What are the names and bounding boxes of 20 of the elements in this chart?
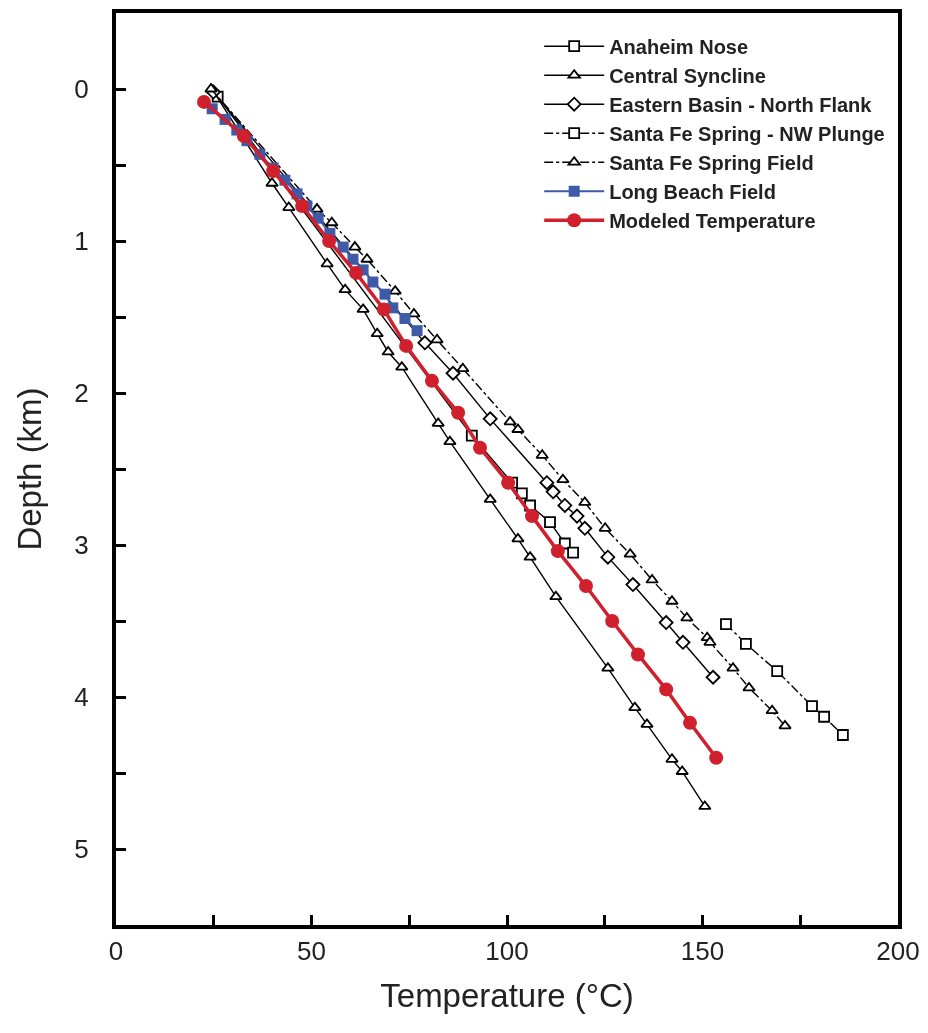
- legend-label: Santa Fe Spring Field: [609, 151, 814, 174]
- legend-label: Anaheim Nose: [609, 35, 749, 58]
- legend-label: Modeled Temperature: [609, 209, 816, 232]
- legend-label: Santa Fe Spring - NW Plunge: [609, 122, 885, 145]
- y-tick-label: 3: [74, 530, 89, 561]
- y-tick-label: 5: [74, 834, 89, 865]
- y-tick-label: 1: [74, 226, 89, 257]
- y-tick-label: 4: [74, 682, 89, 713]
- legend-label: Eastern Basin - North Flank: [609, 93, 873, 116]
- x-tick-label: 100: [485, 936, 529, 967]
- x-tick-label: 50: [297, 936, 326, 967]
- y-axis-title: Depth (km): [10, 387, 48, 551]
- legend-label: Central Syncline: [609, 64, 766, 87]
- y-tick-label: 0: [74, 74, 89, 105]
- x-tick-label: 200: [876, 936, 920, 967]
- legend-label: Long Beach Field: [609, 180, 776, 203]
- x-tick-label: 150: [680, 936, 725, 967]
- x-axis-title: Temperature (°C): [380, 977, 634, 1015]
- x-tick-label: 0: [108, 936, 124, 967]
- y-tick-label: 2: [74, 378, 89, 409]
